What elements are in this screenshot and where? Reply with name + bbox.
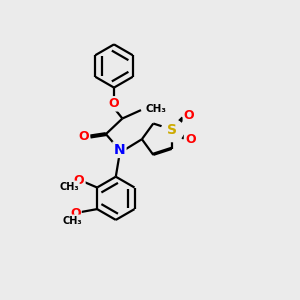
Text: O: O [185,133,196,146]
Text: CH₃: CH₃ [59,182,79,192]
Text: CH₃: CH₃ [62,215,82,226]
Text: O: O [78,130,89,143]
Text: O: O [109,97,119,110]
Text: O: O [74,174,84,188]
Text: O: O [70,207,80,220]
Text: CH₃: CH₃ [146,103,167,114]
Text: N: N [114,143,125,157]
Text: O: O [184,109,194,122]
Text: S: S [167,122,177,136]
